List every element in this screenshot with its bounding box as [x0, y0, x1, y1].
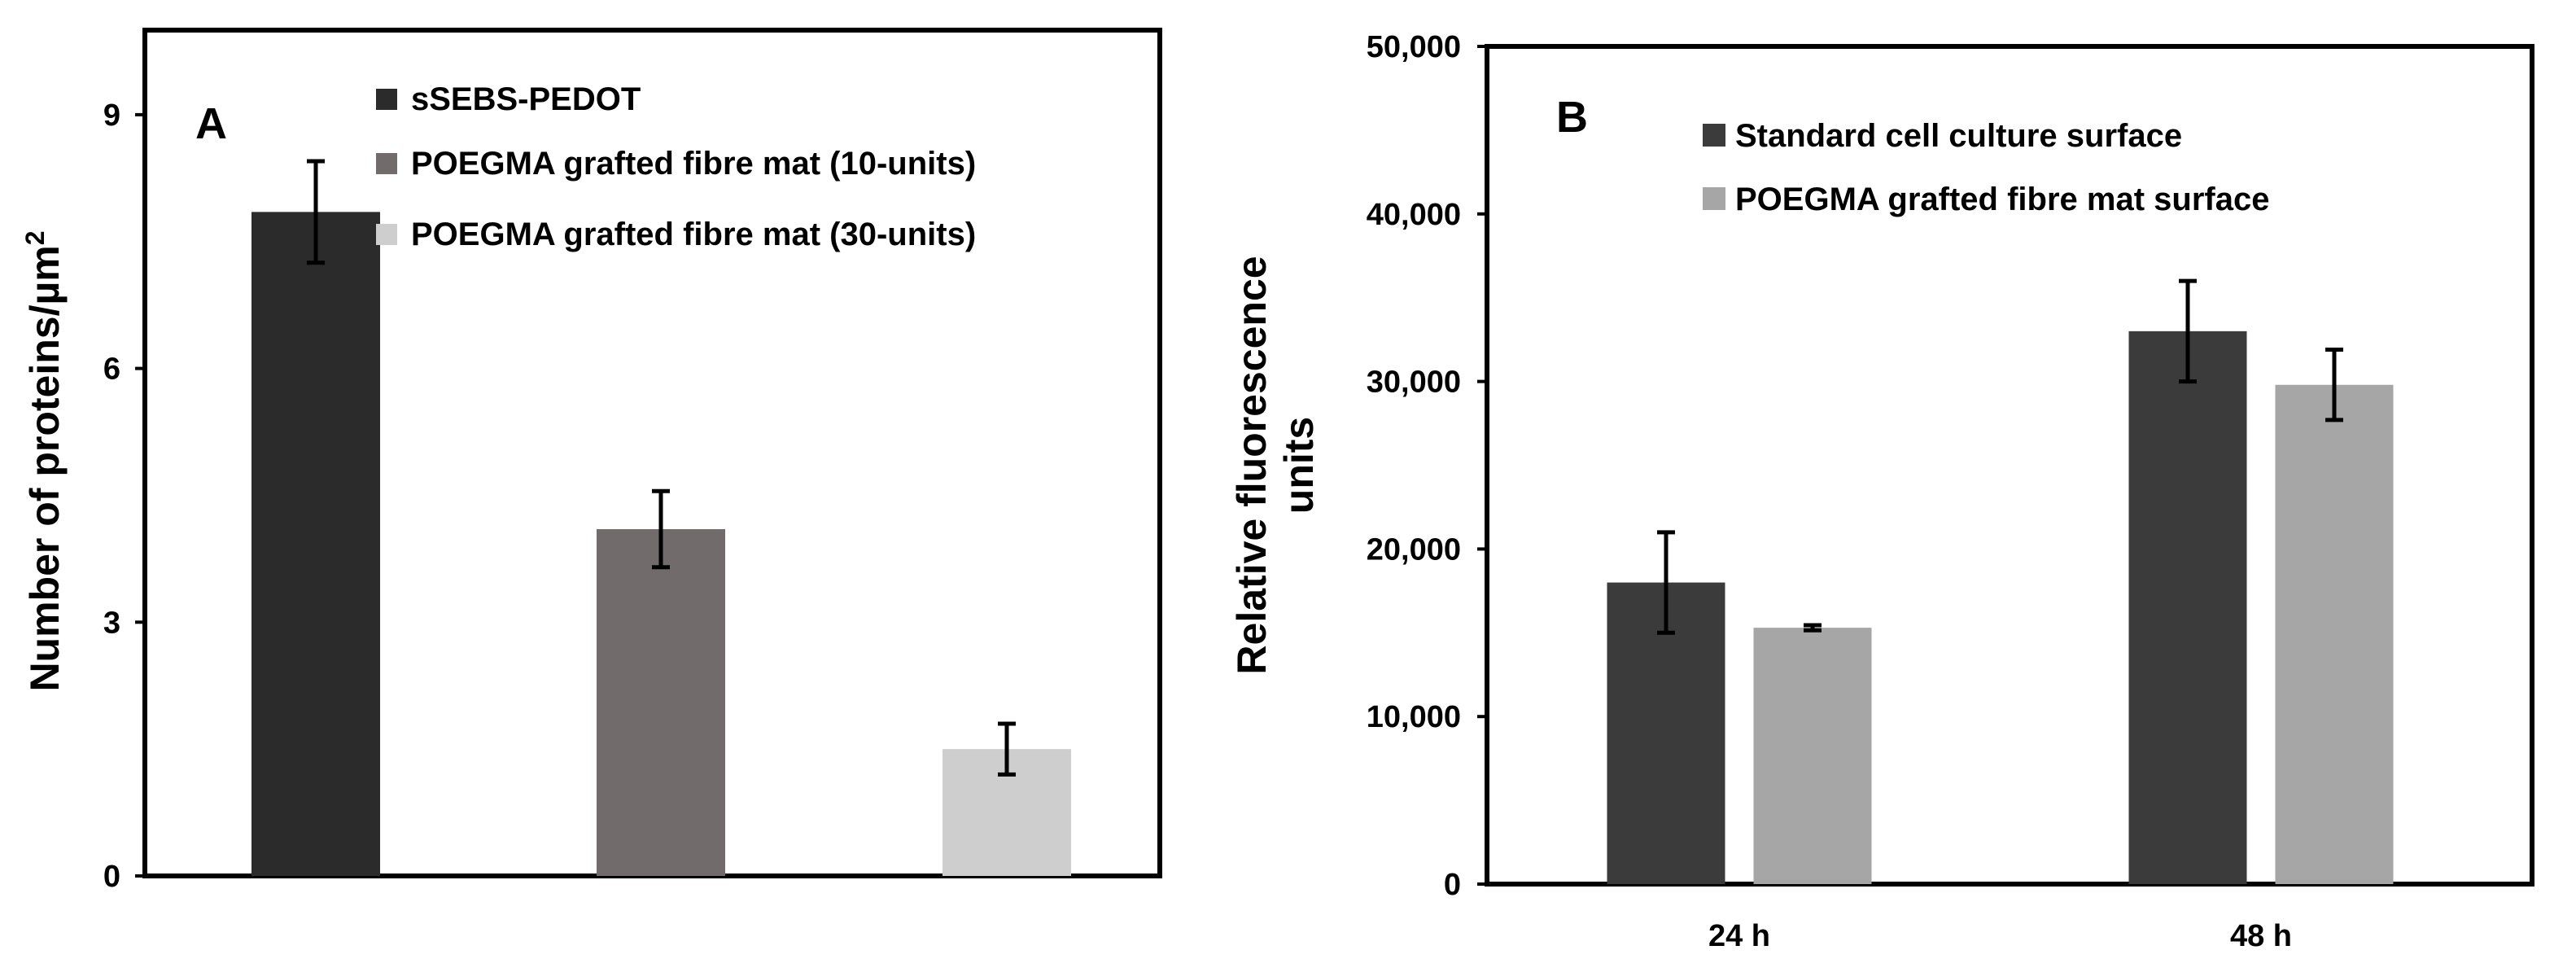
bar-b-48h-series2	[2275, 384, 2394, 884]
legend-label-a-3: POEGMA grafted fibre mat (30-units)	[411, 217, 976, 252]
y-axis-title-a: Number of proteins/µm2	[20, 230, 68, 691]
error-bar-b-48h-series1	[2179, 278, 2197, 384]
y-axis-title-a-main: Number of proteins/µm	[22, 245, 68, 691]
legend-swatch-b-2	[1703, 187, 1725, 210]
error-bar-a-1	[307, 159, 325, 265]
y-axis-title-b: Relative fluorescenceunits	[1229, 256, 1322, 674]
y-tick-label-a: 9	[103, 99, 120, 133]
x-category-label-b: 48 h	[2230, 919, 2292, 953]
error-bar-a-3	[998, 721, 1016, 777]
legend-swatch-a-2	[376, 153, 397, 174]
y-axis-title-b-line: Relative fluorescence	[1229, 256, 1275, 674]
y-tick-label-b: 0	[1444, 868, 1461, 902]
y-tick-label-b: 20,000	[1367, 532, 1461, 567]
bar-b-48h-series1	[2128, 331, 2247, 884]
y-axis-title-b-line: units	[1276, 417, 1322, 514]
x-category-label-b: 24 h	[1708, 919, 1770, 953]
legend-swatch-a-1	[376, 89, 397, 110]
bar-a-1	[251, 212, 380, 876]
y-tick-label-b: 30,000	[1367, 366, 1461, 400]
y-tick-label-a: 3	[103, 606, 120, 640]
chart-panel-a: 0 3 6 9 Number of proteins/µm2 A sSEBS-PEDOT PO…	[20, 28, 1162, 894]
y-axis-title-a-superscript: 2	[20, 230, 50, 245]
legend-label-a-1: sSEBS-PEDOT	[411, 81, 641, 117]
legend-swatch-b-1	[1703, 124, 1725, 147]
error-bar-b-24h-series1	[1657, 530, 1675, 635]
chart-panel-b: 0 10,000 20,000 30,000 40,000 50,000 Relative …	[1229, 30, 2534, 953]
error-bar-a-2	[652, 488, 670, 570]
panel-label-a: A	[195, 99, 227, 148]
y-tick-label-a: 0	[103, 860, 120, 894]
error-bar-b-24h-series2	[1804, 623, 1822, 633]
bar-b-24h-series2	[1753, 628, 1872, 884]
panel-label-b: B	[1556, 93, 1588, 142]
legend-swatch-a-3	[376, 224, 397, 245]
error-bar-b-48h-series2	[2325, 347, 2343, 423]
legend-label-b-2: POEGMA grafted fibre mat surface	[1735, 182, 2269, 217]
y-tick-label-b: 40,000	[1367, 198, 1461, 232]
legend-label-a-2: POEGMA grafted fibre mat (10-units)	[411, 146, 976, 182]
bar-a-2	[597, 529, 725, 876]
y-tick-label-b: 10,000	[1367, 700, 1461, 734]
legend-label-b-1: Standard cell culture surface	[1735, 118, 2182, 154]
y-tick-label-b: 50,000	[1367, 30, 1461, 64]
y-tick-label-a: 6	[103, 352, 120, 387]
